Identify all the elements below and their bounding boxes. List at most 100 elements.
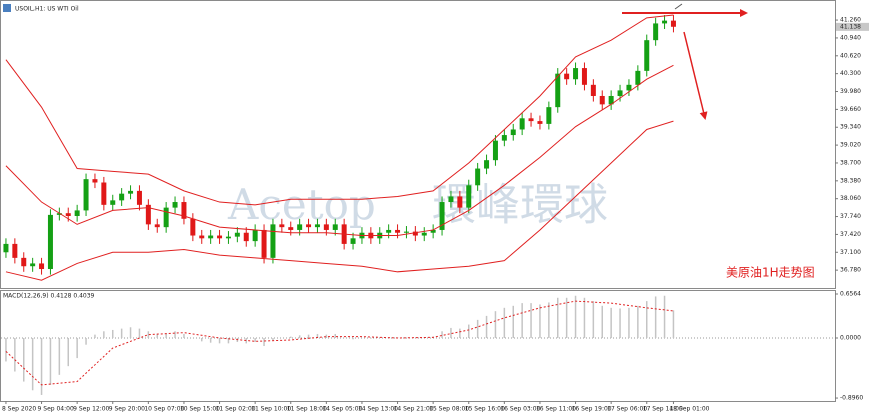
candle-body: [12, 243, 18, 258]
x-tick-label: 8 Sep 2020: [2, 406, 36, 413]
macd-bar: [85, 337, 87, 345]
candle-body: [3, 243, 9, 253]
candle-body: [564, 73, 570, 80]
candle-body: [92, 179, 98, 183]
macd-bar: [165, 333, 167, 338]
candle-body: [617, 90, 623, 96]
macd-bar: [58, 337, 61, 375]
macd-bar: [476, 319, 479, 338]
candle-body: [217, 235, 223, 239]
macd-bar: [557, 297, 559, 338]
candle-body: [590, 84, 596, 96]
candle-body: [128, 190, 134, 194]
y-tick-label: 38.380: [840, 177, 861, 184]
macd-bar: [14, 337, 16, 372]
macd-bar: [601, 305, 603, 338]
candle-body: [581, 68, 587, 85]
macd-bar: [450, 327, 452, 338]
macd-bar: [307, 334, 310, 338]
signal-line: [5, 300, 674, 386]
candle-body: [573, 68, 579, 80]
macd-bar: [539, 304, 541, 338]
y-tick-label: 38.060: [840, 195, 861, 202]
candle-body: [270, 224, 276, 258]
macd-bar: [441, 331, 443, 338]
main-panel: [0, 0, 836, 289]
candle-body: [101, 182, 107, 205]
macd-bar: [574, 295, 577, 338]
candle-body: [288, 227, 294, 230]
candle-body: [501, 135, 507, 141]
candle-body: [644, 40, 650, 71]
y-tick-label: 0.6564: [840, 290, 861, 297]
candle-body: [136, 190, 142, 205]
candle-body: [386, 229, 392, 233]
macd-bar: [290, 336, 292, 338]
macd-bar: [31, 337, 34, 391]
candle-body: [83, 179, 89, 211]
candle-body: [190, 218, 196, 236]
candle-body: [234, 232, 240, 237]
candle-body: [599, 95, 605, 105]
macd-bar: [646, 301, 648, 338]
candle-body: [457, 196, 463, 208]
macd-bar: [147, 331, 150, 338]
macd-bar: [23, 337, 25, 382]
candles: [3, 15, 676, 275]
candle-body: [261, 229, 267, 258]
x-tick-label: 9 Sep 04:00: [38, 406, 74, 413]
arrow: [683, 31, 708, 120]
macd-bar: [76, 337, 78, 359]
x-tick-label: 16 Sep 19:00: [572, 406, 612, 413]
candle-body: [350, 238, 356, 244]
macd-bar: [530, 303, 532, 338]
macd-bar: [672, 310, 675, 338]
candle-body: [297, 224, 303, 230]
candle-body: [439, 202, 445, 230]
candle-body: [510, 129, 516, 136]
macd-bar: [201, 337, 203, 342]
macd-bar: [619, 308, 621, 338]
macd-bar: [245, 337, 247, 344]
x-tick-label: 17 Sep 06:00: [607, 406, 647, 413]
last-price-label: 41.138: [840, 23, 861, 30]
macd-bar: [209, 337, 212, 343]
candle-body: [635, 70, 641, 85]
x-tick-label: 14 Sep 05:00: [322, 406, 362, 413]
candle-body: [252, 229, 258, 242]
candle-body: [537, 121, 543, 124]
candle-body: [163, 207, 169, 228]
candle-body: [466, 185, 472, 208]
y-tick-label: 39.020: [840, 142, 861, 149]
x-tick-label: 17 Sep 14:00: [643, 406, 683, 413]
candle-body: [279, 224, 285, 228]
macd-bar: [565, 297, 568, 338]
candle-body: [412, 231, 418, 236]
candle-body: [546, 107, 552, 124]
trend-line: [674, 3, 683, 10]
macd-bar: [592, 301, 595, 338]
y-tick-label: 0.0000: [840, 334, 861, 341]
candle-body: [314, 224, 320, 228]
macd-bar: [67, 337, 69, 367]
y-tick-label: 37.740: [840, 213, 861, 220]
candle-body: [323, 224, 329, 230]
candle-body: [172, 202, 178, 208]
macd-bar: [334, 333, 336, 338]
bollinger-band: [5, 14, 674, 206]
y-tick-label: 36.780: [840, 267, 861, 274]
y-tick-label: 39.660: [840, 106, 861, 113]
candle-body: [119, 193, 125, 201]
candle-body: [110, 200, 116, 205]
macd-bar: [263, 337, 265, 347]
candle-body: [30, 263, 36, 267]
macd-bar: [654, 296, 657, 338]
y-tick-label: 40.620: [840, 52, 861, 59]
macd-title: MACD(12,26,9) 0.4128 0.4039: [3, 293, 95, 300]
candle-body: [475, 168, 481, 186]
macd-bar: [156, 333, 158, 338]
candle-body: [421, 232, 427, 236]
macd-bar: [370, 337, 372, 339]
candle-body: [430, 229, 436, 233]
